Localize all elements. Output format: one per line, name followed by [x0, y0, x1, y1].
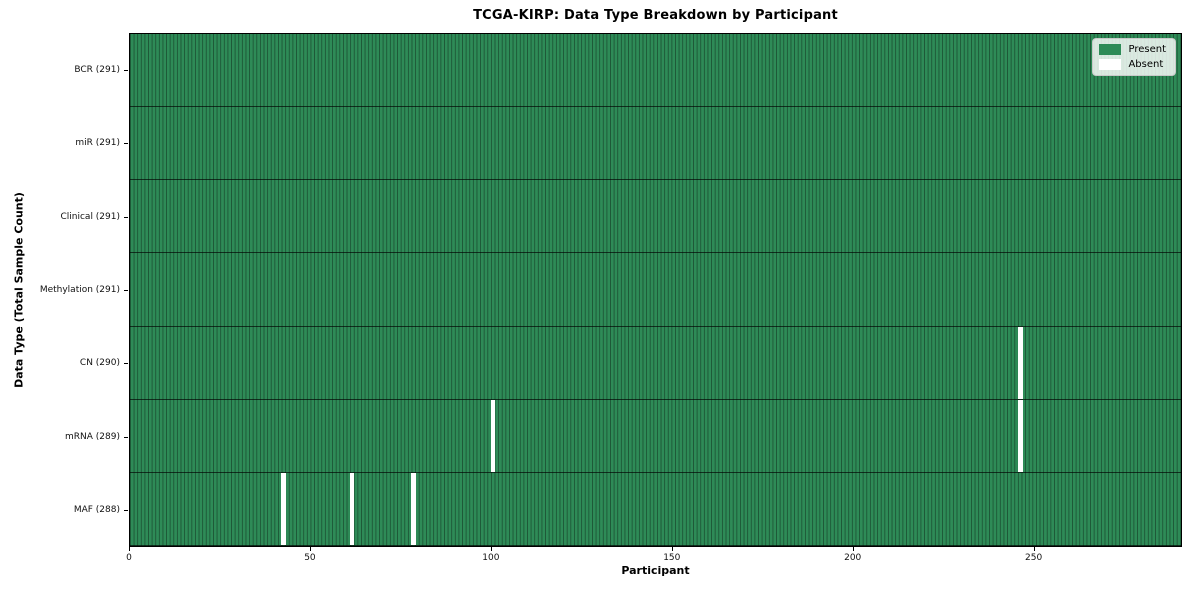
x-tick-mark	[852, 547, 854, 551]
heatmap-row-Methylation	[130, 253, 1181, 327]
plot-area: Present Absent	[129, 33, 1182, 547]
x-tick-mark	[671, 547, 673, 551]
y-tick-mark	[124, 69, 128, 71]
y-tick-mark	[124, 216, 128, 218]
absent-bar	[1017, 326, 1023, 399]
y-tick-mark	[124, 436, 128, 438]
legend-swatch-present	[1099, 44, 1122, 55]
legend-label: Present	[1128, 44, 1166, 55]
y-tick-label: CN (290)	[79, 358, 120, 369]
legend-label: Absent	[1128, 59, 1164, 70]
heatmap-row-MAF	[130, 472, 1181, 546]
x-tick-label: 150	[663, 553, 681, 563]
absent-bar	[411, 472, 416, 545]
y-tick-label: mRNA (289)	[65, 431, 120, 442]
x-tick-mark	[129, 547, 130, 551]
absent-bar	[349, 472, 355, 545]
x-tick-mark	[309, 547, 311, 551]
x-tick-label: 200	[844, 553, 862, 563]
heatmap-row-CN	[130, 326, 1181, 400]
y-tick-label: Clinical (291)	[60, 211, 120, 222]
y-tick-label: BCR (291)	[74, 64, 120, 75]
x-tick-label: 250	[1025, 553, 1043, 563]
legend-swatch-absent	[1099, 59, 1122, 70]
chart-title: TCGA-KIRP: Data Type Breakdown by Partic…	[473, 8, 838, 23]
x-tick-label: 50	[304, 553, 316, 563]
y-tick-mark	[124, 363, 128, 365]
absent-bar	[490, 399, 496, 472]
y-tick-label: MAF (288)	[73, 505, 120, 516]
legend-item-present: Present	[1099, 44, 1166, 55]
heatmap-row-Clinical	[130, 180, 1181, 254]
absent-bar	[1017, 399, 1023, 472]
heatmap-row-mRNA	[130, 399, 1181, 473]
heatmap-row-miR	[130, 107, 1181, 181]
y-tick-label: Methylation (291)	[39, 285, 120, 295]
x-tick-label: 100	[482, 553, 500, 563]
x-tick-mark	[1033, 547, 1035, 551]
y-tick-label: miR (291)	[75, 138, 120, 149]
y-tick-mark	[124, 290, 128, 291]
y-tick-mark	[124, 143, 128, 145]
y-tick-mark	[124, 510, 128, 512]
legend: Present Absent	[1092, 38, 1176, 76]
heatmap-row-BCR	[130, 34, 1181, 108]
x-axis-label: Participant	[621, 564, 690, 577]
x-tick-mark	[490, 547, 492, 551]
legend-item-absent: Absent	[1099, 59, 1166, 70]
absent-bar	[281, 472, 286, 545]
x-tick-label: 0	[126, 553, 132, 563]
